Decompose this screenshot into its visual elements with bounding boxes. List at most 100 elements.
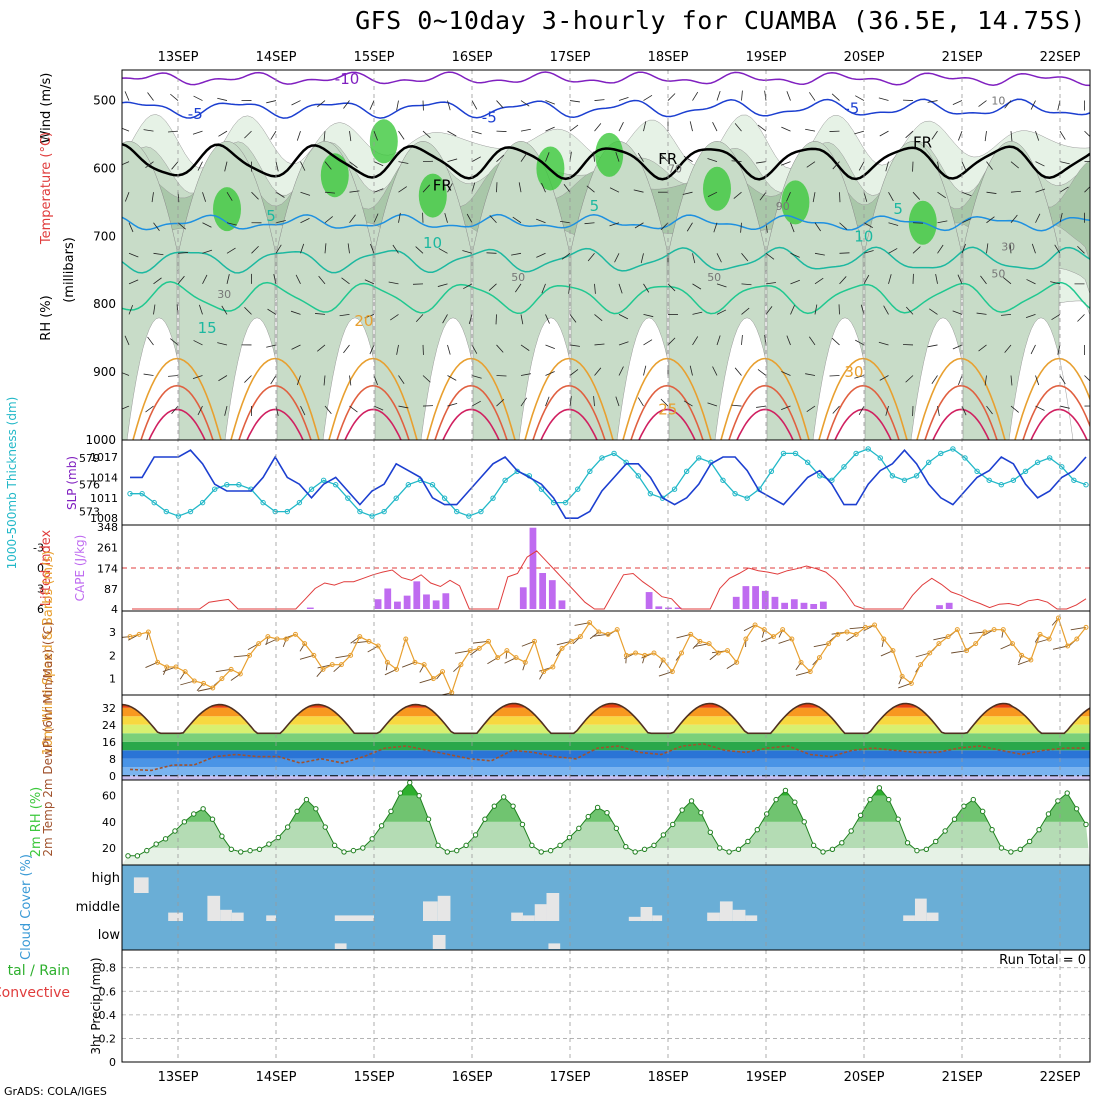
wind-barb — [879, 375, 889, 381]
wind-barb — [912, 191, 921, 200]
rh-point — [238, 849, 244, 855]
rh-point — [820, 849, 826, 855]
wind-point — [568, 638, 574, 644]
wind-barb — [831, 93, 840, 101]
wind-barb — [888, 192, 894, 202]
wind-barb — [1035, 188, 1046, 193]
wind-barb — [931, 130, 938, 140]
date-label-top: 22SEP — [1040, 50, 1081, 65]
wind-barb — [122, 405, 130, 410]
date-label-top: 16SEP — [452, 50, 493, 65]
thickness-tick-label: 579 — [79, 452, 100, 465]
cloud-bar-low — [334, 943, 347, 949]
wind-point — [770, 634, 776, 640]
thickness-point — [599, 455, 605, 461]
thickness-point — [913, 473, 920, 479]
wind-barb — [442, 314, 448, 324]
thickness-point — [320, 477, 327, 483]
cape-bar — [936, 605, 943, 609]
wind-barb — [364, 279, 375, 285]
wind-barb — [488, 283, 497, 291]
wind-barb — [734, 367, 742, 376]
wind-barb — [217, 97, 228, 101]
wind-barb — [273, 274, 277, 284]
wind-barb — [839, 222, 848, 230]
rh-point — [266, 841, 272, 847]
warm-arch — [328, 357, 418, 440]
wind-barb — [986, 191, 997, 194]
thickness-point — [478, 508, 484, 515]
rh-point — [773, 796, 779, 803]
warm-arch — [246, 408, 304, 440]
wind-barb — [300, 191, 311, 196]
warm-arch — [524, 357, 614, 440]
wind-barb — [343, 344, 350, 354]
rh-point — [801, 819, 807, 825]
pressure-tick-label: 900 — [93, 365, 116, 379]
temp-axis-label: 2m Temp 2m DewPt (6hr Min/Max) (°C) — [41, 621, 55, 856]
wind-barb — [128, 279, 139, 285]
wind-barb — [324, 161, 332, 170]
wind-barb — [660, 398, 669, 407]
wind-point — [274, 636, 280, 642]
wind-barb — [324, 191, 335, 194]
warm-arch — [736, 408, 794, 440]
rh-point — [745, 838, 751, 845]
rh-point — [895, 816, 901, 822]
temp-contour-label: 15 — [198, 319, 217, 337]
wind-barb — [388, 281, 399, 285]
wind-barb — [447, 100, 451, 111]
wind-barb — [128, 304, 134, 315]
wind-barb — [878, 97, 889, 101]
wind-barb — [883, 305, 889, 315]
cloud-bar-middle — [231, 912, 244, 921]
wind-point — [155, 659, 161, 665]
wind-barb — [266, 100, 277, 104]
rh-contour-label: 50 — [511, 271, 525, 284]
wind-barb — [275, 161, 279, 172]
wind-point — [440, 669, 446, 675]
wind-point — [614, 627, 620, 633]
wind-barb — [218, 375, 228, 382]
warm-arch — [834, 408, 892, 440]
slp-tick-label: 1017 — [90, 451, 118, 464]
footer-credit: GrADS: COLA/IGES — [4, 1085, 107, 1098]
temp-band — [122, 724, 1090, 734]
rh-point — [407, 780, 413, 786]
wind-point — [789, 636, 795, 642]
wind-barb — [740, 222, 742, 233]
wind-barb — [560, 220, 571, 224]
rh-point — [331, 842, 338, 849]
wind-barb — [756, 161, 767, 164]
wind-barb — [318, 275, 326, 285]
cloud-bar-middle — [168, 912, 183, 921]
wind-point — [798, 659, 804, 665]
pressure-tick-label: 800 — [93, 297, 116, 311]
warm-arch — [336, 384, 410, 440]
rh-point — [698, 809, 704, 816]
rh-point — [125, 853, 131, 859]
wind-barb — [224, 405, 228, 416]
wind-barb — [270, 375, 277, 385]
wind-point — [743, 636, 749, 642]
wind-barb — [937, 405, 940, 416]
wind-barb — [1059, 130, 1066, 140]
temp-contour-label: 5 — [590, 197, 600, 215]
wind-point — [725, 648, 730, 654]
wind-barb — [353, 640, 370, 644]
rh-point — [294, 808, 300, 815]
wind-axis-label: 10m Wind Speed & Barbs (m/s) — [41, 551, 56, 756]
wind-barb — [518, 182, 522, 193]
cape-bar — [384, 588, 392, 609]
wind-barb — [863, 274, 870, 285]
temp-band — [122, 733, 1090, 742]
wind-barb — [1010, 190, 1021, 193]
wind-barb — [1070, 626, 1087, 631]
cape-bar — [810, 603, 818, 609]
wind-point — [486, 638, 491, 644]
wind-point — [513, 655, 519, 661]
wind-point — [816, 655, 822, 661]
wind-point — [1055, 615, 1061, 621]
wind-point — [1000, 627, 1006, 633]
wind-barb — [468, 314, 473, 325]
